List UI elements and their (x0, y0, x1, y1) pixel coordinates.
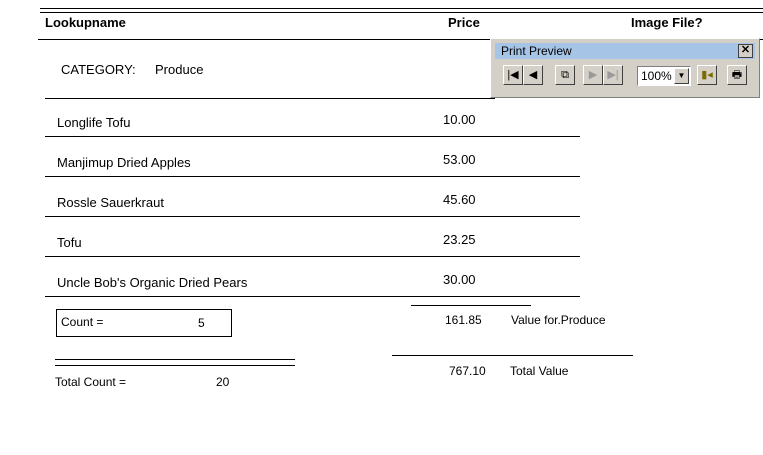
row-price: 53.00 (443, 152, 476, 167)
last-page-button[interactable]: ▶| (603, 65, 623, 85)
first-page-button[interactable]: |◀ (503, 65, 523, 85)
close-preview-button[interactable]: ▮◂ (697, 65, 717, 85)
count-label: Count = (61, 315, 104, 329)
category-value: Produce (155, 62, 204, 77)
group-value-label: Value for.Produce (511, 313, 606, 327)
row-price: 30.00 (443, 272, 476, 287)
row-price: 23.25 (443, 232, 476, 247)
total-value-label: Total Value (510, 364, 569, 378)
multi-page-button[interactable]: ⧉ (555, 65, 575, 85)
toolbar-title: Print Preview (501, 44, 572, 58)
printer-icon: 🖶 (731, 69, 743, 81)
row-name: Manjimup Dried Apples (57, 155, 191, 170)
total-count-value: 20 (216, 375, 230, 389)
last-page-icon: ▶| (607, 69, 619, 81)
count-box: Count = 5 (56, 309, 232, 337)
column-header-image-file: Image File? (631, 15, 703, 30)
column-header-price: Price (448, 15, 480, 30)
prev-page-button[interactable]: ◀ (523, 65, 543, 85)
group-value: 161.85 (445, 313, 482, 327)
total-value: 767.10 (449, 364, 486, 378)
zoom-select[interactable]: 100% ▼ (637, 66, 691, 86)
total-count-label: Total Count = (55, 375, 127, 389)
toolbar-titlebar[interactable]: Print Preview ✕ (495, 43, 755, 59)
row-price: 45.60 (443, 192, 476, 207)
row-name: Rossle Sauerkraut (57, 195, 164, 210)
category-label: CATEGORY: (61, 62, 136, 77)
zoom-value: 100% (641, 69, 672, 83)
print-button[interactable]: 🖶 (727, 65, 747, 85)
row-price: 10.00 (443, 112, 476, 127)
multi-page-icon: ⧉ (561, 69, 569, 81)
count-value: 5 (198, 316, 205, 330)
next-page-icon: ▶ (588, 69, 598, 81)
row-name: Longlife Tofu (57, 115, 131, 130)
next-page-button[interactable]: ▶ (583, 65, 603, 85)
close-icon[interactable]: ✕ (738, 44, 753, 58)
first-page-icon: |◀ (507, 69, 519, 81)
chevron-down-icon[interactable]: ▼ (674, 68, 689, 84)
exit-door-icon: ▮◂ (701, 69, 713, 81)
row-name: Tofu (57, 235, 82, 250)
print-preview-toolbar: Print Preview ✕ |◀ ◀ ⧉ ▶ ▶| 100% ▼ ▮◂ 🖶 (490, 38, 760, 98)
row-name: Uncle Bob's Organic Dried Pears (57, 275, 248, 290)
column-header-lookupname: Lookupname (45, 15, 126, 30)
prev-page-icon: ◀ (528, 69, 538, 81)
